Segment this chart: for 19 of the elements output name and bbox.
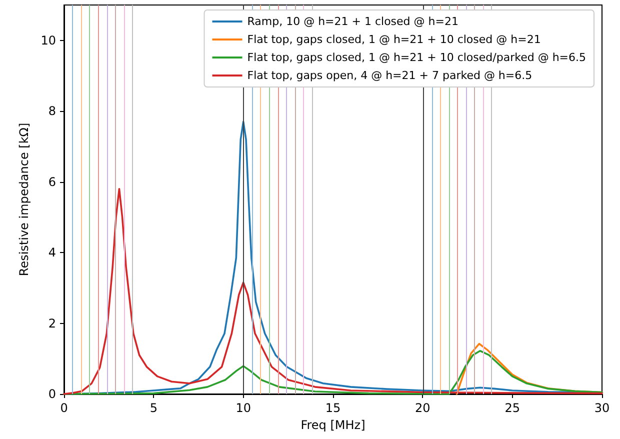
y-tick-label: 8	[48, 104, 56, 118]
x-tick-label: 5	[150, 401, 158, 415]
x-tick-label: 0	[60, 401, 68, 415]
x-tick-label: 30	[594, 401, 610, 415]
y-tick-label: 10	[40, 33, 56, 48]
y-tick-label: 4	[48, 246, 56, 260]
y-tick-label: 0	[48, 387, 56, 401]
y-tick-label: 2	[48, 316, 56, 330]
x-axis-title: Freq [MHz]	[300, 418, 366, 432]
legend-label: Flat top, gaps open, 4 @ h=21 + 7 parked @ h=6.5	[247, 69, 532, 82]
legend-label: Flat top, gaps closed, 1 @ h=21 + 10 closed @ h=21	[247, 33, 541, 46]
x-tick-label: 10	[236, 401, 251, 415]
y-axis-title: Resistive impedance [kΩ]	[16, 122, 31, 276]
x-tick-label: 15	[325, 401, 341, 415]
legend-label: Flat top, gaps closed, 1 @ h=21 + 10 closed/parked @ h=6.5	[247, 51, 586, 64]
y-tick-label: 6	[48, 174, 56, 189]
legend-label: Ramp, 10 @ h=21 + 1 closed @ h=21	[247, 15, 458, 28]
x-tick-label: 25	[504, 401, 520, 415]
x-tick-label: 20	[415, 401, 430, 415]
